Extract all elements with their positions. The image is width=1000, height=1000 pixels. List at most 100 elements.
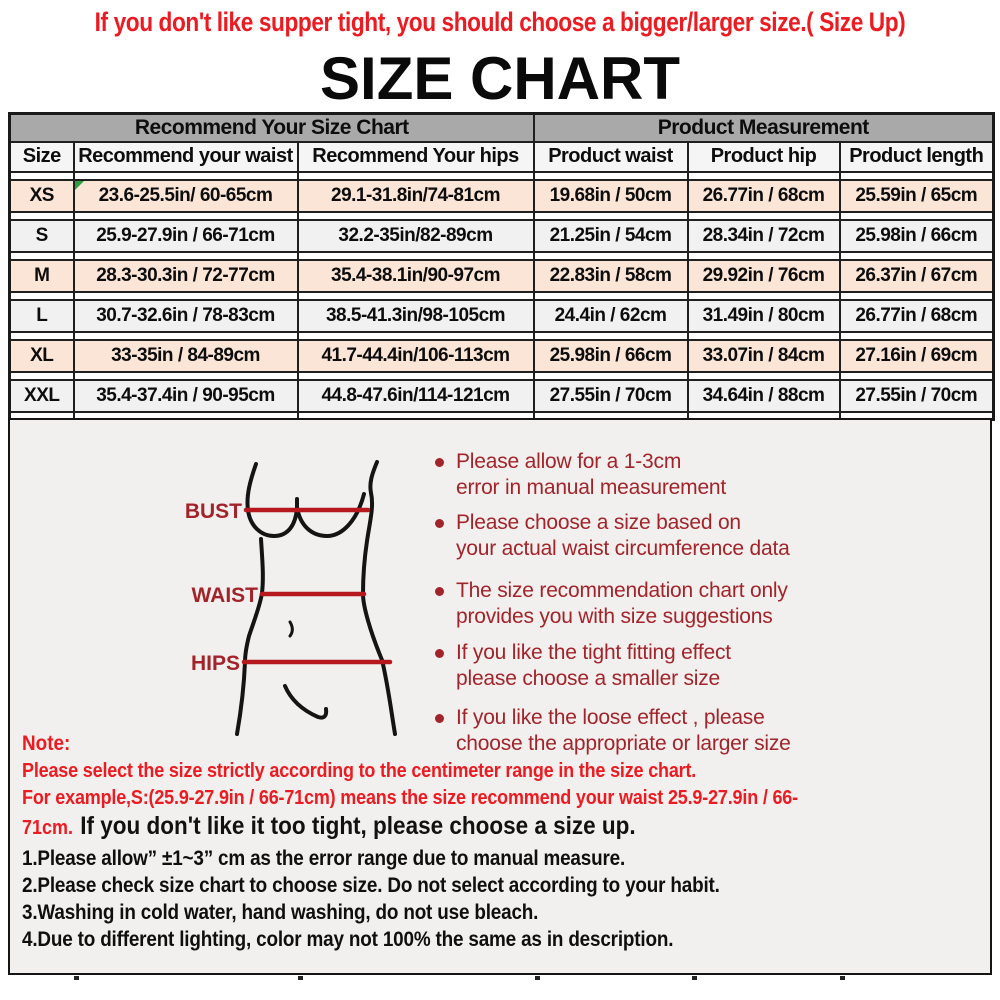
cell-size: XS	[8, 178, 75, 213]
table-separator-row	[8, 370, 995, 381]
cell-prod-hip: 31.49in / 80cm	[686, 298, 841, 333]
table-separator-row	[8, 210, 995, 221]
tip-line: your actual waist circumference data	[456, 537, 790, 560]
column-header-rec-waist: Recommend your waist	[72, 140, 299, 173]
waist-label: WAIST	[192, 584, 259, 607]
tip-line: The size recommendation chart only	[456, 579, 788, 602]
torso-crotch-line	[283, 684, 329, 720]
table-group-header-row: Recommend Your Size Chart Product Measur…	[8, 112, 995, 143]
column-tick	[692, 976, 697, 980]
torso-right-breast	[295, 492, 366, 539]
cell-rec-hips: 32.2-35in/82-89cm	[296, 218, 535, 253]
bullet-icon	[435, 519, 444, 528]
bullet-icon	[435, 714, 444, 723]
column-header-prod-hip: Product hip	[686, 140, 841, 173]
care-item-3: 3.Washing in cold water, hand washing, d…	[22, 901, 539, 924]
bullet-icon	[435, 458, 444, 467]
table-column-header-row: Size Recommend your waist Recommend Your…	[8, 140, 995, 173]
cell-rec-waist: 23.6-25.5in/ 60-65cm	[72, 178, 299, 213]
column-tick	[74, 976, 79, 980]
cell-prod-hip: 26.77in / 68cm	[686, 178, 841, 213]
torso-left-arm	[245, 462, 258, 512]
hips-label: HIPS	[191, 652, 240, 675]
cell-prod-length: 27.55in / 70cm	[838, 378, 995, 413]
tip-item: If you like the tight fitting effect plea…	[435, 640, 731, 692]
cell-rec-waist: 30.7-32.6in / 78-83cm	[72, 298, 299, 333]
excel-flag-icon	[75, 181, 84, 190]
torso-left-breast	[246, 505, 299, 539]
top-warning-text: If you don't like supper tight, you shou…	[94, 7, 906, 37]
cell-rec-hips: 29.1-31.8in/74-81cm	[296, 178, 535, 213]
page-title: SIZE CHART	[320, 45, 680, 112]
care-item-4: 4.Due to different lighting, color may n…	[22, 928, 674, 951]
measurement-info-box: BUST WAIST HIPS Please allow for a 1-3cm…	[8, 418, 992, 975]
cell-prod-length: 27.16in / 69cm	[838, 338, 995, 373]
torso-navel-mark	[288, 620, 294, 638]
cell-prod-waist: 21.25in / 54cm	[532, 218, 689, 253]
column-header-prod-length: Product length	[838, 140, 995, 173]
note-line-1: Please select the size strictly accordin…	[22, 760, 697, 782]
table-separator-row	[8, 250, 995, 261]
cell-prod-hip: 29.92in / 76cm	[686, 258, 841, 293]
cell-prod-hip: 28.34in / 72cm	[686, 218, 841, 253]
tip-line: error in manual measurement	[456, 476, 727, 499]
tip-line: Please choose a size based on	[456, 511, 741, 534]
table-row-m: M 28.3-30.3in / 72-77cm 35.4-38.1in/90-9…	[8, 258, 995, 293]
cell-prod-waist: 19.68in / 50cm	[532, 178, 689, 213]
tip-line: If you like the tight fitting effect	[456, 641, 731, 664]
table-separator-row	[8, 170, 995, 181]
cell-rec-waist: 25.9-27.9in / 66-71cm	[72, 218, 299, 253]
table-row-xs: XS 23.6-25.5in/ 60-65cm 29.1-31.8in/74-8…	[8, 178, 995, 213]
cell-size: XL	[8, 338, 75, 373]
cell-prod-hip: 34.64in / 88cm	[686, 378, 841, 413]
table-row-l: L 30.7-32.6in / 78-83cm 38.5-41.3in/98-1…	[8, 298, 995, 333]
column-header-prod-waist: Product waist	[532, 140, 689, 173]
tip-line: please choose a smaller size	[456, 667, 721, 690]
cell-size: L	[8, 298, 75, 333]
group-header-recommend: Recommend Your Size Chart	[8, 112, 535, 143]
tip-item: If you like the loose effect , please cho…	[435, 705, 791, 757]
tip-item: Please choose a size based on your actual…	[435, 510, 790, 562]
note-line-3: 71cm. If you don't like it too tight, ple…	[22, 812, 636, 841]
table-separator-row	[8, 290, 995, 301]
cell-rec-hips: 41.7-44.4in/106-113cm	[296, 338, 535, 373]
size-chart-table: Recommend Your Size Chart Product Measur…	[8, 112, 996, 421]
tip-item: Please allow for a 1-3cm error in manual …	[435, 449, 726, 501]
cell-rec-hips: 44.8-47.6in/114-121cm	[296, 378, 535, 413]
column-header-size: Size	[8, 140, 75, 173]
care-item-2: 2.Please check size chart to choose size…	[22, 874, 720, 897]
column-tick	[535, 976, 540, 980]
cell-rec-waist: 28.3-30.3in / 72-77cm	[72, 258, 299, 293]
table-row-xxl: XXL 35.4-37.4in / 90-95cm 44.8-47.6in/11…	[8, 378, 995, 413]
cell-prod-waist: 27.55in / 70cm	[532, 378, 689, 413]
table-separator-row	[8, 330, 995, 341]
cell-prod-length: 26.77in / 68cm	[838, 298, 995, 333]
bullet-icon	[435, 649, 444, 658]
cell-prod-hip: 33.07in / 84cm	[686, 338, 841, 373]
cell-prod-length: 26.37in / 67cm	[838, 258, 995, 293]
tip-line: choose the appropriate or larger size	[456, 732, 791, 755]
torso-left-side	[235, 537, 265, 736]
column-header-rec-hips: Recommend Your hips	[296, 140, 535, 173]
note-line-2: For example,S:(25.9-27.9in / 66-71cm) me…	[22, 787, 798, 809]
cell-rec-waist: 35.4-37.4in / 90-95cm	[72, 378, 299, 413]
cell-prod-waist: 25.98in / 66cm	[532, 338, 689, 373]
table-row-xl: XL 33-35in / 84-89cm 41.7-44.4in/106-113…	[8, 338, 995, 373]
group-header-product: Product Measurement	[532, 112, 995, 143]
cell-size: S	[8, 218, 75, 253]
cell-prod-length: 25.59in / 65cm	[838, 178, 995, 213]
cell-size: XXL	[8, 378, 75, 413]
tip-line: provides you with size suggestions	[456, 605, 773, 628]
care-item-1: 1.Please allow” ±1~3” cm as the error ra…	[22, 847, 626, 870]
note-line-3-black: If you don't like it too tight, please c…	[80, 812, 636, 840]
cell-prod-waist: 24.4in / 62cm	[532, 298, 689, 333]
note-heading: Note:	[22, 732, 71, 755]
table-row-s: S 25.9-27.9in / 66-71cm 32.2-35in/82-89c…	[8, 218, 995, 253]
body-measurement-diagram: BUST WAIST HIPS	[185, 460, 397, 736]
tip-item: The size recommendation chart only provid…	[435, 578, 788, 630]
tip-line: Please allow for a 1-3cm	[456, 450, 682, 473]
cell-rec-waist: 33-35in / 84-89cm	[72, 338, 299, 373]
cell-prod-waist: 22.83in / 58cm	[532, 258, 689, 293]
cell-rec-hips: 35.4-38.1in/90-97cm	[296, 258, 535, 293]
